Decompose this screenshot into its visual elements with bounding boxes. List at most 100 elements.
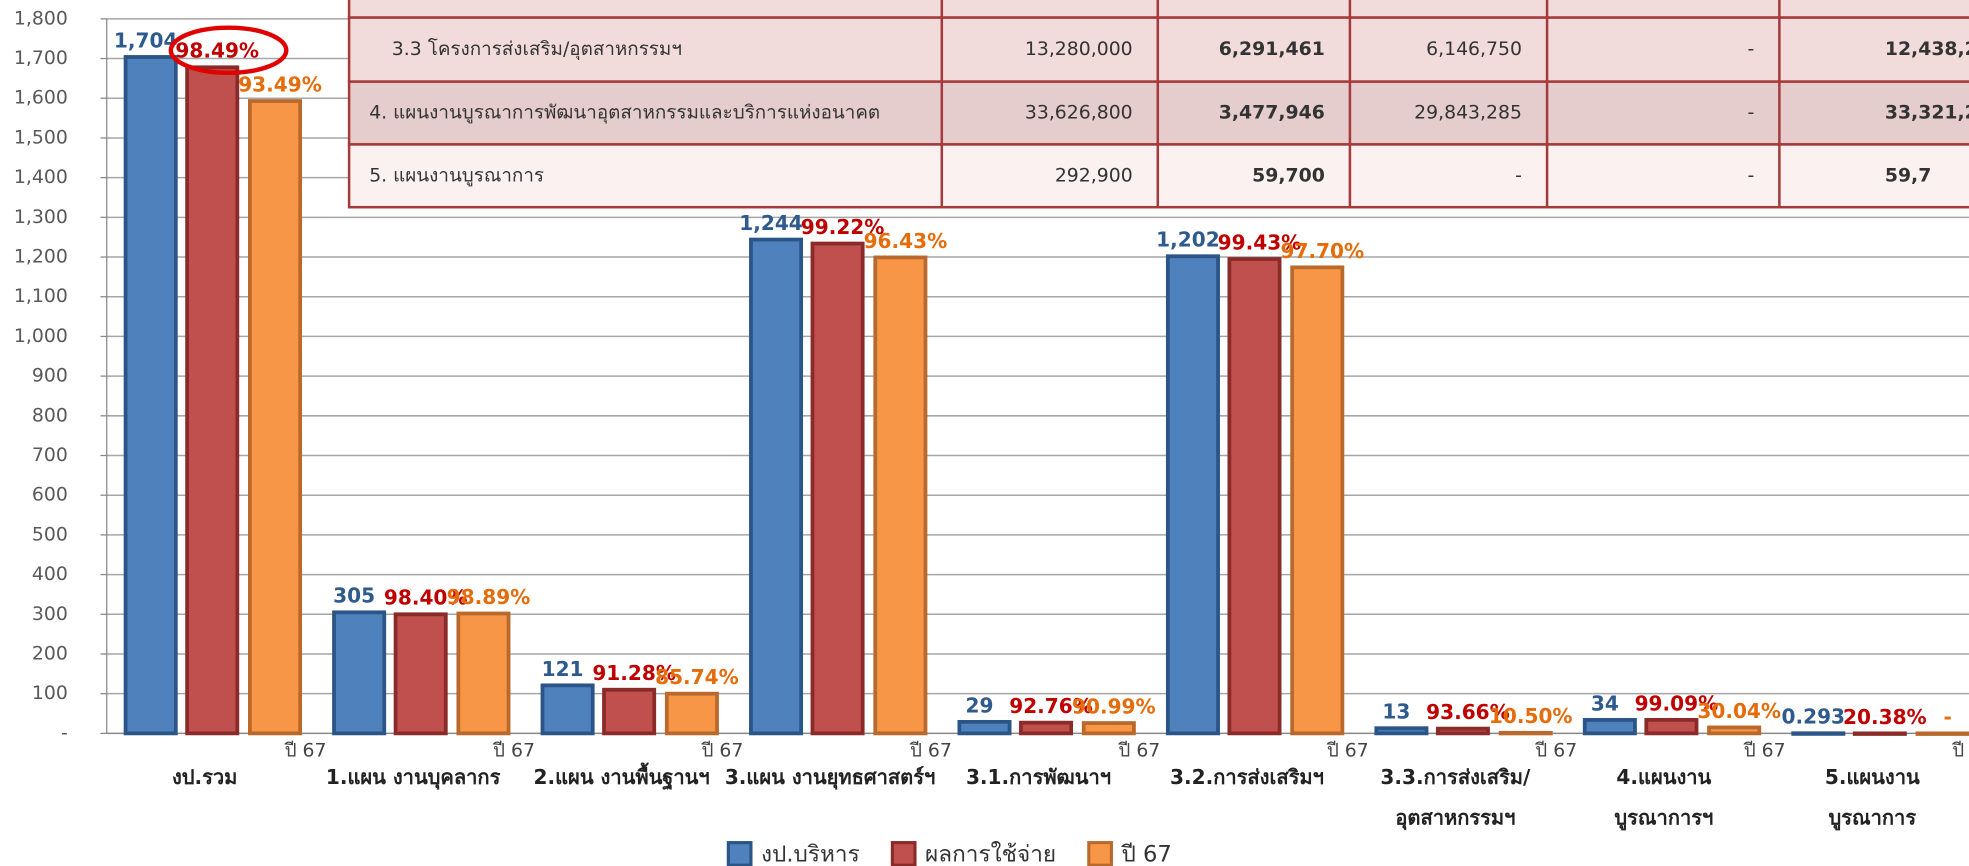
x-tick-label: บูรณาการฯ [1614, 805, 1713, 831]
bar [1227, 257, 1282, 736]
bar [1707, 725, 1762, 736]
y-tick-label: 200 [32, 643, 68, 664]
y-tick-label: 1,600 [14, 88, 68, 109]
bar [540, 683, 595, 736]
data-label: 91.28% [592, 661, 676, 685]
bar [456, 611, 511, 736]
y-tick-label: 300 [32, 604, 68, 625]
table-cell: - [1515, 165, 1522, 186]
bar [810, 241, 865, 736]
table-cell: 59,7 [1885, 165, 1931, 186]
bar [393, 612, 448, 736]
data-label: 30.04% [1697, 699, 1781, 723]
table-cell: - [1747, 103, 1754, 124]
data-label: 92.76% [1009, 694, 1093, 718]
table-cell: 59,700 [1252, 165, 1325, 186]
bar [1081, 721, 1136, 736]
y-tick-label: 1,000 [14, 326, 68, 347]
y-tick-label: 1,200 [14, 247, 68, 268]
table-cell: 12,438,2 [1885, 39, 1969, 60]
bar [1915, 731, 1969, 736]
data-label: 90.99% [1072, 694, 1156, 718]
group-note: ปี 67 [1743, 739, 1786, 761]
table-cell: 29,843,285 [1414, 103, 1522, 124]
y-tick-label: 1,500 [14, 127, 68, 148]
table-cell: 4. แผนงานบูรณาการพัฒนาอุตสาหกรรมและบริกา… [369, 103, 880, 125]
table-cell: 5. แผนงานบูรณาการ [369, 165, 544, 186]
data-label: 1,244 [739, 211, 803, 235]
data-label: 98.89% [447, 585, 531, 609]
bar [1374, 726, 1429, 736]
x-tick-label: 2.แผน งานพื้นฐานฯ [534, 762, 710, 791]
table-cell: - [1747, 165, 1754, 186]
data-label: 98.40% [384, 586, 468, 610]
data-label: 99.43% [1218, 230, 1302, 254]
data-label: 98.49% [175, 39, 259, 63]
y-tick-label: 400 [32, 564, 68, 585]
bar [332, 610, 387, 736]
table-cell: - [1747, 39, 1754, 60]
legend-swatch [726, 841, 753, 866]
group-note: ปี 67 [701, 739, 744, 761]
data-label: 1,202 [1156, 228, 1220, 252]
table-cell: 13,280,000 [1025, 39, 1133, 60]
table-cell: 33,626,800 [1025, 103, 1133, 124]
bar [664, 691, 719, 736]
x-tick-label: 4.แผนงาน [1616, 765, 1711, 789]
x-tick-label: 5.แผนงาน [1825, 765, 1920, 789]
x-tick-label: บูรณาการ [1828, 805, 1916, 831]
data-label: 85.74% [655, 665, 739, 689]
x-tick-label: 3.แผน งานยุทธศาสตร์ฯ [725, 765, 935, 790]
bar [1582, 717, 1637, 736]
bar [1852, 731, 1907, 736]
legend-label: งป.บริหาร [761, 842, 860, 866]
data-label: 1,704 [114, 28, 178, 52]
table-cell: 6,291,461 [1219, 39, 1325, 60]
bar [602, 687, 657, 736]
bar [1498, 730, 1553, 736]
table-cell: 3.3 โครงการส่งเสริม/อุตสาหกรรมฯ [392, 38, 682, 61]
bar [123, 55, 178, 736]
y-tick-label: - [61, 723, 68, 744]
group-note: ปี 67 [1118, 739, 1161, 761]
bar [1019, 720, 1074, 736]
table-cell: 3,477,946 [1219, 103, 1325, 124]
data-label: 121 [542, 657, 584, 681]
y-tick-label: 1,400 [14, 167, 68, 188]
data-label: - [1943, 705, 1951, 729]
bar [957, 719, 1012, 736]
data-label: 93.49% [238, 72, 322, 96]
y-tick-label: 800 [32, 405, 68, 426]
data-label: 305 [333, 584, 375, 608]
data-label: 0.293 [1782, 705, 1846, 729]
y-tick-label: 900 [32, 366, 68, 387]
group-note: ปี 67 [909, 739, 952, 761]
y-tick-label: 500 [32, 524, 68, 545]
x-tick-label: 3.1.การพัฒนาฯ [966, 765, 1111, 789]
legend-swatch [1087, 841, 1113, 866]
group-note: ปี 67 [1326, 739, 1369, 761]
legend-label: ผลการใช้จ่าย [925, 841, 1056, 866]
x-tick-label: อุตสาหกรรมฯ [1395, 805, 1515, 830]
y-tick-label: 600 [32, 485, 68, 506]
y-tick-label: 1,300 [14, 207, 68, 228]
group-note: ปี 67 [1951, 739, 1969, 761]
data-label: 29 [966, 693, 994, 717]
data-label: 99.22% [801, 215, 885, 239]
bar [1290, 265, 1345, 736]
table-cell: 33,321,2 [1885, 103, 1969, 124]
data-label: 20.38% [1843, 705, 1927, 729]
bar [873, 255, 928, 736]
table-cell: 292,900 [1055, 165, 1133, 186]
group-note: ปี 67 [284, 739, 327, 761]
x-tick-label: 1.แผน งานบุคลากร [326, 765, 501, 790]
y-tick-label: 700 [32, 445, 68, 466]
bar [185, 65, 240, 736]
group-note: ปี 67 [492, 739, 535, 761]
bar [749, 237, 804, 736]
y-tick-label: 1,100 [14, 286, 68, 307]
x-tick-label: 3.3.การส่งเสริม/ [1380, 765, 1531, 789]
bar [1791, 731, 1846, 736]
